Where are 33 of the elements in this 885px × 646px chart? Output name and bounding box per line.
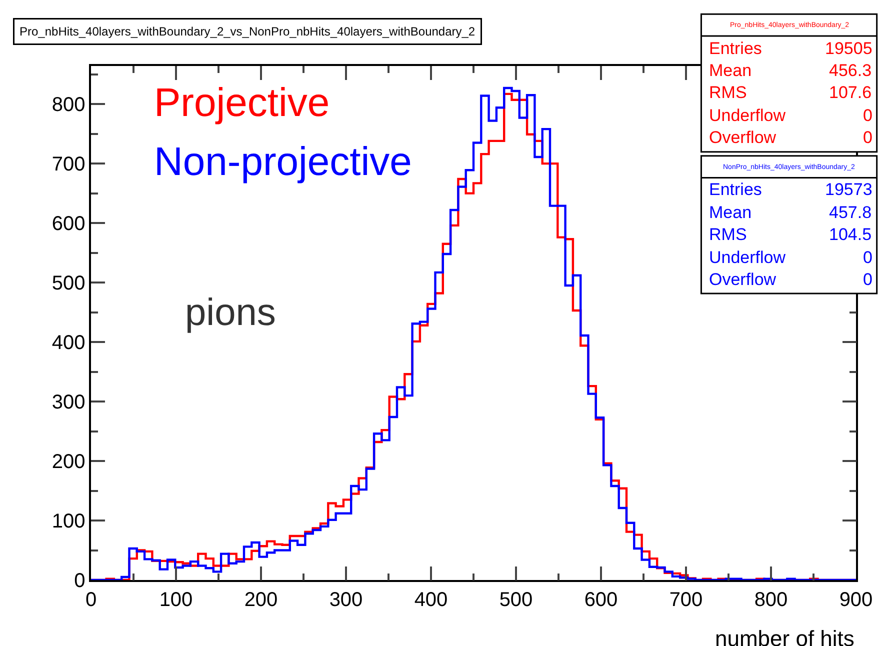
annotation: pions — [185, 292, 276, 334]
text: Entries 19505 — [709, 39, 872, 58]
chart-title: Pro_nbHits_40layers_withBoundary_2_vs_NonPro_nbHits_40layers_withBoundary_2 — [20, 24, 476, 38]
text: RMS 107.6 — [709, 83, 872, 102]
text: Entries 19573 — [709, 180, 872, 199]
x-tick-label: 300 — [329, 588, 363, 611]
x-tick-label: 200 — [244, 588, 278, 611]
series-label: Non-projective — [154, 140, 412, 184]
text: Underflow 0 — [709, 106, 872, 125]
x-tick-label: 400 — [414, 588, 448, 611]
y-tick-label: 100 — [52, 510, 86, 533]
x-tick-label: 600 — [584, 588, 618, 611]
text: Mean 457.8 — [709, 203, 872, 222]
text: Underflow 0 — [709, 248, 872, 267]
text: Mean 456.3 — [709, 61, 872, 80]
x-tick-label: 700 — [669, 588, 703, 611]
text: Overflow 0 — [709, 128, 872, 147]
y-tick-label: 500 — [52, 272, 86, 295]
x-tick-label: 500 — [499, 588, 533, 611]
x-tick-label: 900 — [839, 588, 873, 611]
y-tick-label: 300 — [52, 392, 86, 414]
text: RMS 104.5 — [709, 225, 872, 244]
x-axis-title: number of hits — [715, 626, 854, 646]
text: Projective — [154, 81, 330, 125]
y-tick-label: 600 — [52, 213, 86, 236]
y-tick-label: 800 — [52, 94, 86, 116]
text: Overflow 0 — [709, 270, 872, 289]
y-tick-label: 400 — [52, 332, 86, 354]
x-tick-label: 800 — [754, 588, 788, 611]
x-tick-label: 100 — [159, 588, 193, 611]
y-tick-label: 200 — [52, 451, 86, 474]
y-tick-label: 700 — [52, 154, 86, 176]
y-tick-label: 0 — [74, 570, 86, 592]
